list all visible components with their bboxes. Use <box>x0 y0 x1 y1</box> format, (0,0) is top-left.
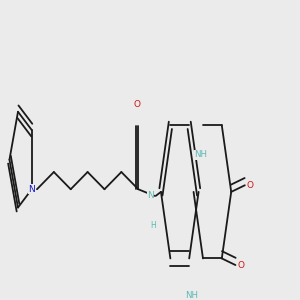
Text: N: N <box>28 185 35 194</box>
Text: N: N <box>147 191 154 200</box>
Text: H: H <box>150 220 156 230</box>
Text: O: O <box>134 100 141 109</box>
Text: O: O <box>247 181 254 190</box>
Text: NH: NH <box>194 150 207 159</box>
Text: O: O <box>237 260 244 269</box>
Text: NH: NH <box>185 291 198 300</box>
